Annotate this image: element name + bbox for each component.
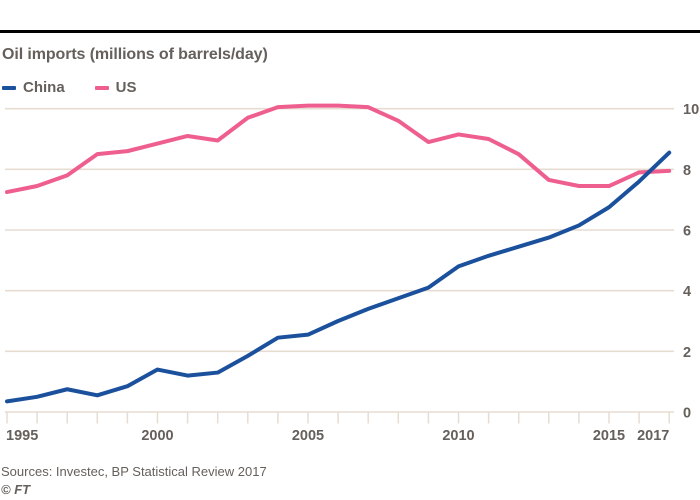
x-axis-label: 2010 [442,428,474,444]
y-axis-label: 8 [683,163,691,179]
legend-item-china: China [2,79,65,96]
legend: China US [2,79,137,96]
legend-label-us: US [115,79,137,96]
china-line-swatch [2,85,16,90]
source-note: Sources: Investec, BP Statistical Review… [1,464,267,479]
x-axis-label: 2017 [637,428,669,444]
legend-item-us: US [94,79,137,96]
us-line [5,103,672,195]
y-axis-label: 2 [683,345,691,361]
x-axis-label: 2015 [593,428,625,444]
x-axis-label: 2000 [141,428,173,444]
us-line-swatch [94,85,109,90]
y-axis-label: 0 [683,406,691,422]
y-axis-label: 4 [683,284,691,300]
x-axis-label: 2005 [292,428,324,444]
y-axis-label: 6 [683,224,691,240]
ft-credit: © FT [1,482,31,497]
top-rule [0,30,700,33]
x-axis-label: 1995 [6,428,38,444]
chart-title: Oil imports (millions of barrels/day) [2,46,268,63]
y-axis-label: 10 [683,102,699,118]
china-line [5,150,672,404]
legend-label-china: China [23,79,65,96]
